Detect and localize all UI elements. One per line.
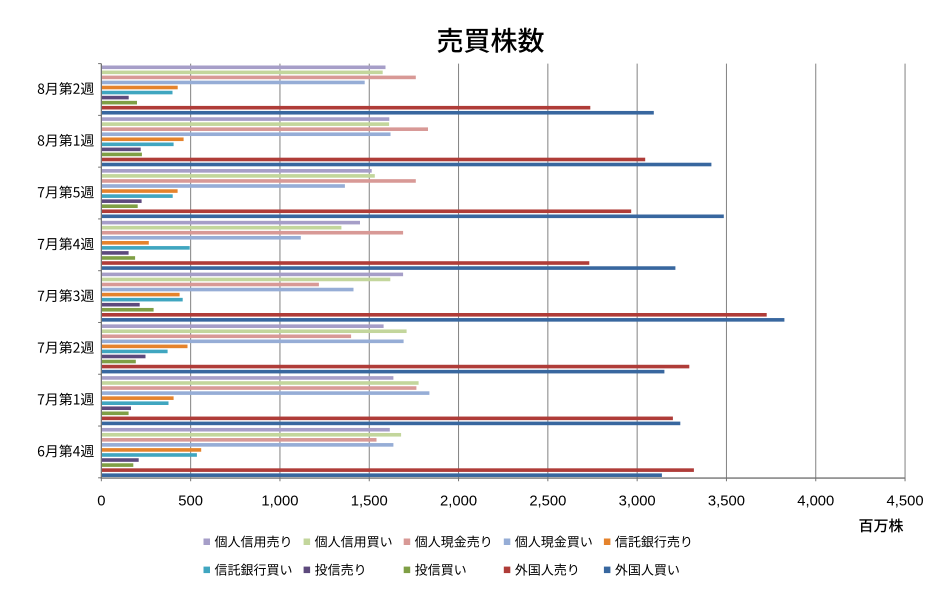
svg-text:2,000: 2,000: [440, 493, 477, 509]
svg-text:3,500: 3,500: [708, 493, 745, 509]
svg-text:500: 500: [178, 493, 203, 509]
svg-text:1,000: 1,000: [261, 493, 298, 509]
svg-text:4,000: 4,000: [797, 493, 834, 509]
svg-text:0: 0: [97, 493, 105, 509]
svg-text:4,500: 4,500: [887, 493, 924, 509]
svg-text:3,000: 3,000: [619, 493, 656, 509]
svg-text:2,500: 2,500: [529, 493, 566, 509]
svg-text:1,500: 1,500: [351, 493, 388, 509]
